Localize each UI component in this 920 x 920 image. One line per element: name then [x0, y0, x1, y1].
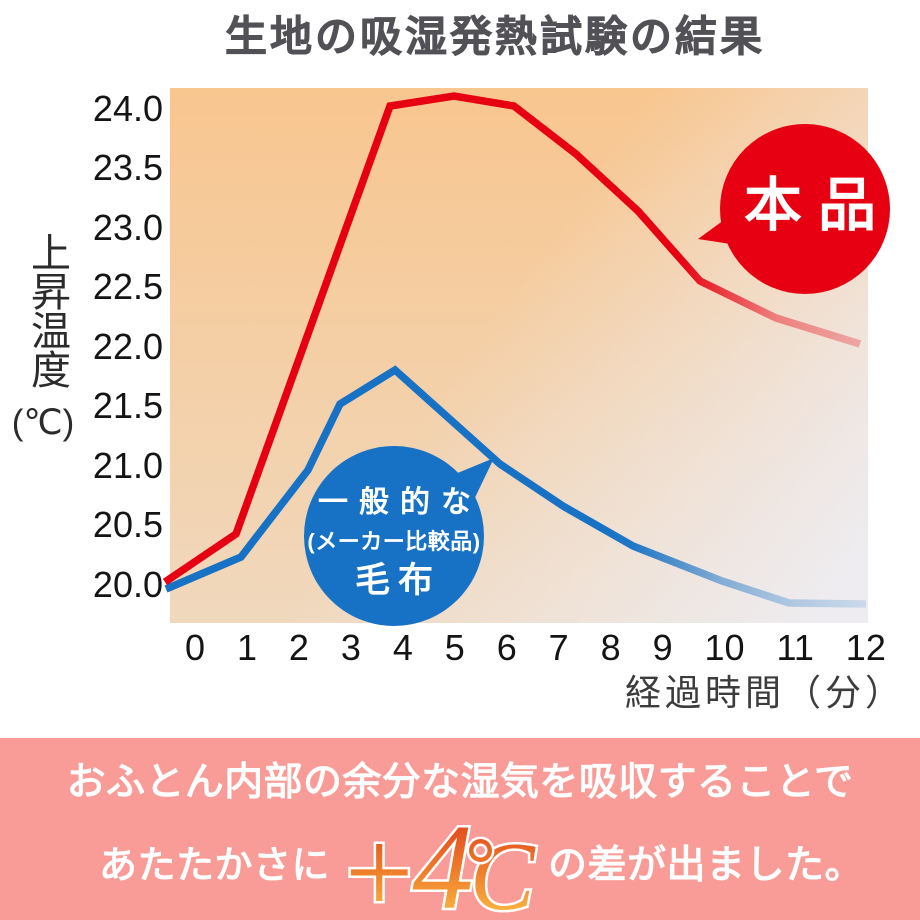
svg-text:+4C: +4C: [337, 805, 536, 920]
